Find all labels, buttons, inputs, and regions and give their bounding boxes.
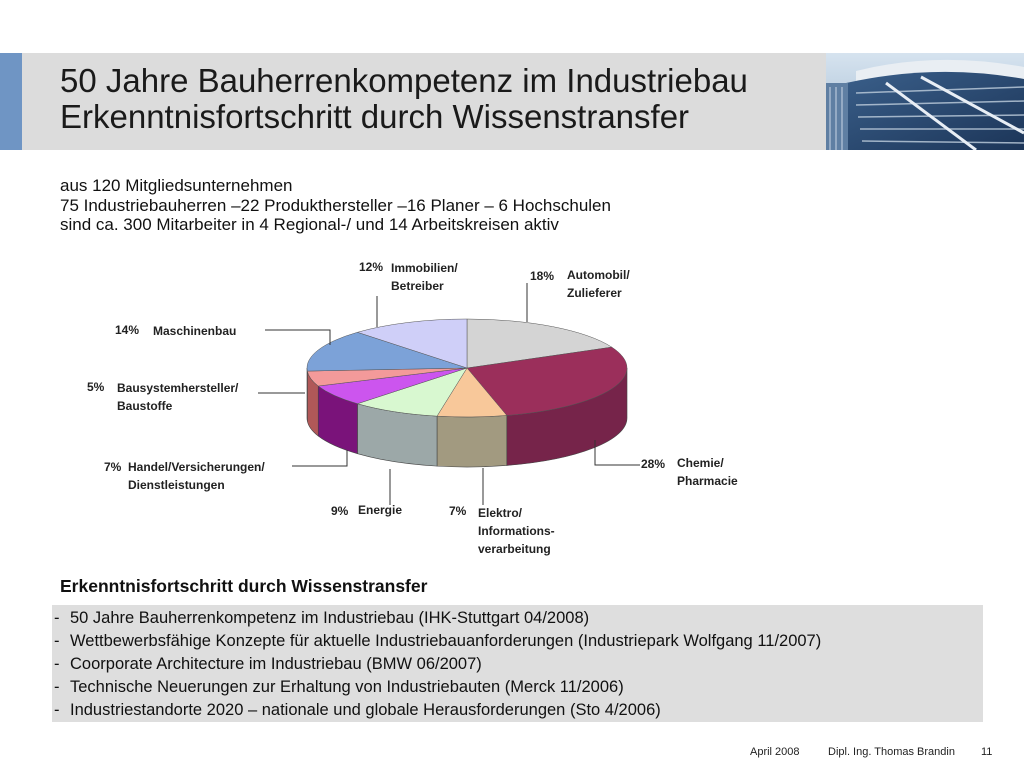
section-title: Erkenntnisfortschritt durch Wissenstrans… xyxy=(60,576,428,596)
leader-line xyxy=(265,329,331,345)
list-dash: - xyxy=(54,609,60,627)
list-item-text: Technische Neuerungen zur Erhaltung von … xyxy=(70,678,624,696)
intro-text: aus 120 Mitgliedsunternehmen 75 Industri… xyxy=(60,176,611,235)
pie-category-label: Pharmacie xyxy=(677,474,738,488)
events-list-item: - Wettbewerbsfähige Konzepte für aktuelle… xyxy=(54,630,983,653)
pie-slice xyxy=(356,367,468,417)
events-list-item: - Technische Neuerungen zur Erhaltung von… xyxy=(54,676,983,699)
pie-category-label: Energie xyxy=(358,503,402,517)
pie-leader-lines xyxy=(258,283,640,505)
pie-slice xyxy=(466,318,613,369)
events-list-item: - Industriestandorte 2020 – nationale und… xyxy=(54,699,983,722)
page-title: 50 Jahre Bauherrenkompetenz im Industrie… xyxy=(60,63,748,135)
events-list-item: -50 Jahre Bauherrenkompetenz im Industri… xyxy=(54,607,983,630)
list-dash: - xyxy=(54,655,60,673)
intro-line-2: 75 Industriebauherren –22 Produktherstel… xyxy=(60,195,611,215)
pie-category-label: verarbeitung xyxy=(478,542,551,556)
header-accent-bar xyxy=(0,53,22,150)
pie-category-label: Dienstleistungen xyxy=(128,478,225,492)
events-list-box: -50 Jahre Bauherrenkompetenz im Industri… xyxy=(52,605,983,722)
pie-pct-label: 9% xyxy=(331,504,349,518)
footer-page-number: 11 xyxy=(981,746,993,758)
pie-pct-label: 7% xyxy=(104,460,122,474)
footer-author: Dipl. Ing. Thomas Brandin xyxy=(828,746,955,758)
list-dash: - xyxy=(54,678,60,696)
header-photo-building xyxy=(826,53,1024,150)
events-list: -50 Jahre Bauherrenkompetenz im Industri… xyxy=(52,605,983,722)
intro-line-3: sind ca. 300 Mitarbeiter in 4 Regional-/… xyxy=(60,215,559,234)
list-dash: - xyxy=(54,701,60,719)
leader-line xyxy=(594,440,640,466)
pie-category-label: Maschinenbau xyxy=(153,324,236,338)
pie-category-label: Chemie/ xyxy=(677,456,724,470)
list-item-text: Wettbewerbsfähige Konzepte für aktuelle … xyxy=(70,632,822,650)
list-item-text: Coorporate Architecture im Industriebau … xyxy=(70,655,482,673)
list-item-text: Industriestandorte 2020 – nationale und … xyxy=(70,701,661,719)
list-dash: - xyxy=(54,632,60,650)
pie-slice xyxy=(466,346,628,416)
events-list-item: - Coorporate Architecture im Industriebau… xyxy=(54,653,983,676)
pie-category-label: Handel/Versicherungen/ xyxy=(128,460,265,474)
header-band xyxy=(0,53,826,150)
list-item-text: 50 Jahre Bauherrenkompetenz im Industrie… xyxy=(70,609,590,627)
title-line-1: 50 Jahre Bauherrenkompetenz im Industrie… xyxy=(60,62,748,99)
pie-labels: 18% Automobil/Zulieferer 28% Chemie/Pharmac… xyxy=(87,260,738,556)
pie-category-label: Betreiber xyxy=(391,279,444,293)
footer-date: April 2008 xyxy=(750,746,800,758)
pie-pct-label: 7% xyxy=(449,504,467,518)
pie-slice xyxy=(356,318,468,369)
intro-line-1: aus 120 Mitgliedsunternehmen xyxy=(60,176,293,195)
pie-category-label: Informations- xyxy=(478,524,555,538)
pie-pct-label: 18% xyxy=(530,269,554,283)
pie-pct-label: 14% xyxy=(115,323,139,337)
pie-pct-label: 12% xyxy=(359,260,383,274)
pie-sides xyxy=(306,367,628,468)
pie-category-label: Automobil/ xyxy=(567,268,630,282)
pie-slice-side xyxy=(436,415,508,468)
pie-category-label: Immobilien/ xyxy=(391,261,458,275)
pie-slices xyxy=(306,318,628,418)
pie-category-label: Zulieferer xyxy=(567,286,622,300)
pie-pct-label: 5% xyxy=(87,380,105,394)
leader-line xyxy=(292,450,348,467)
pie-slice xyxy=(306,332,468,372)
pie-category-label: Bausystemhersteller/ xyxy=(117,381,239,395)
pie-pct-label: 28% xyxy=(641,457,665,471)
pie-category-label: Baustoffe xyxy=(117,399,173,413)
title-line-2: Erkenntnisfortschritt durch Wissenstrans… xyxy=(60,98,690,135)
pie-category-label: Elektro/ xyxy=(478,506,523,520)
